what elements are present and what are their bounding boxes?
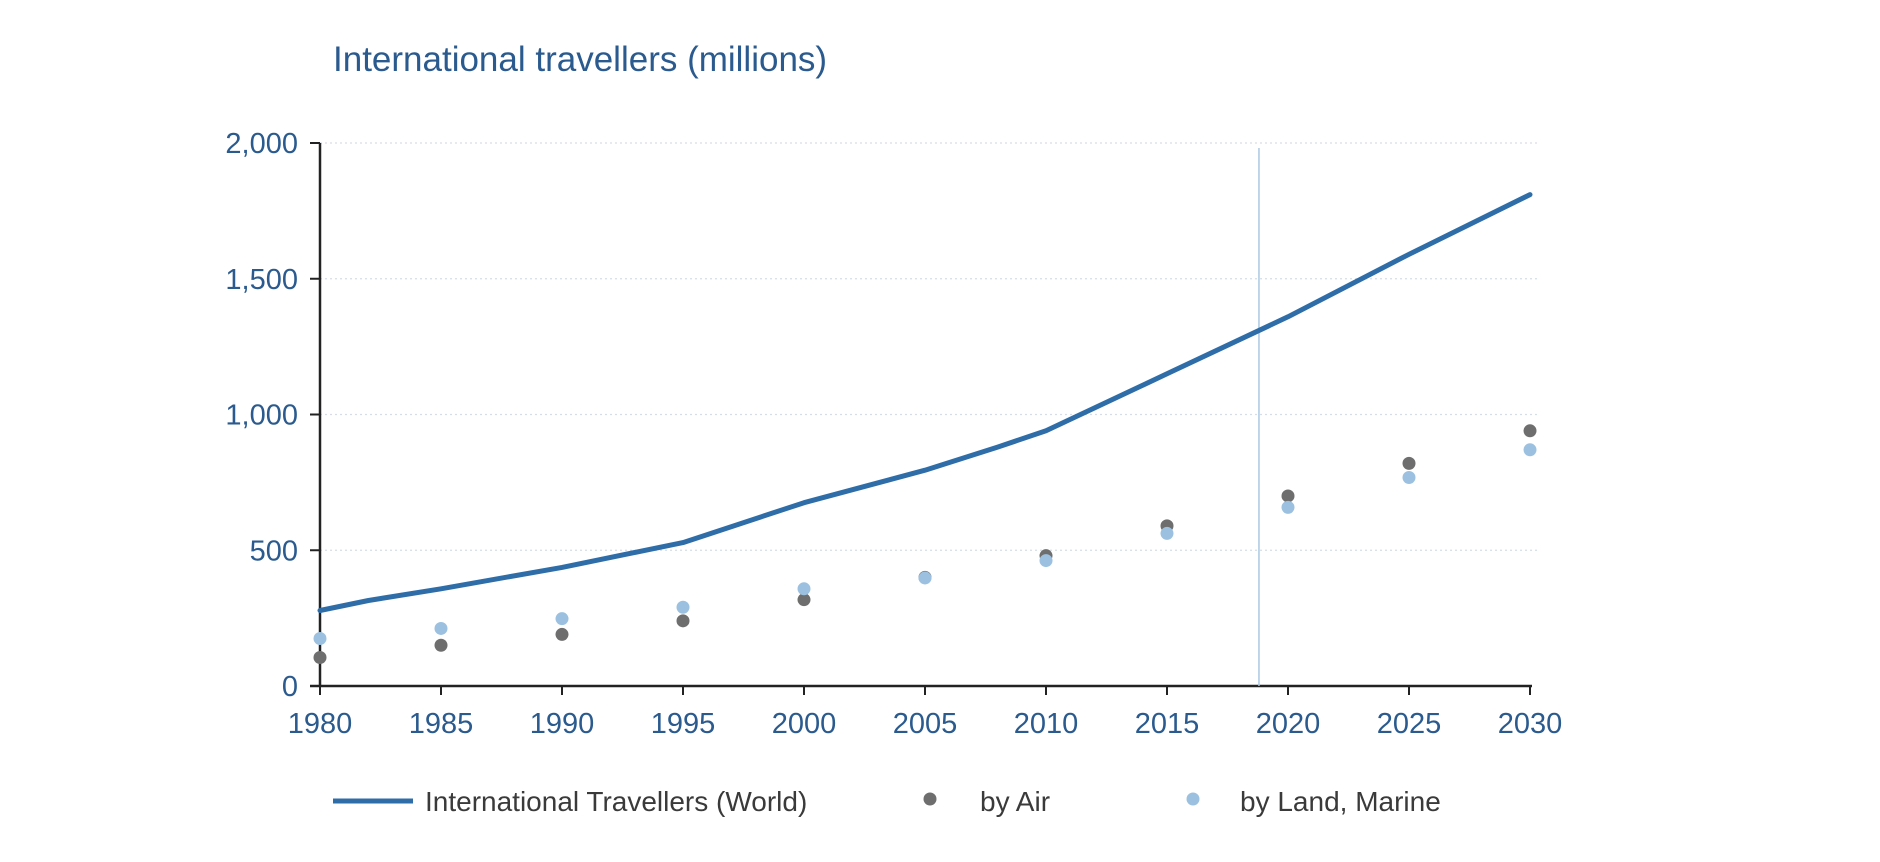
point-land-1995: [676, 600, 690, 614]
point-land-1985: [434, 621, 448, 635]
legend: International Travellers (World) by Air by…: [333, 786, 1441, 817]
series-line-group: [317, 192, 1533, 613]
x-tick-label-7: 2015: [1135, 708, 1200, 740]
point-air-2030: [1523, 424, 1537, 438]
chart-title: International travellers (millions): [333, 40, 828, 79]
point-land-1990: [555, 612, 569, 626]
point-land-2005: [918, 571, 932, 585]
x-tick-label-9: 2025: [1377, 708, 1442, 740]
point-land-1980: [313, 631, 327, 645]
point-land-2025: [1402, 470, 1416, 484]
point-air-1995: [676, 614, 690, 628]
point-air-1990: [555, 627, 569, 641]
point-air-2000: [797, 593, 811, 607]
point-land-2010: [1039, 554, 1053, 568]
point-land-2000: [797, 582, 811, 596]
legend-swatch-air: [923, 792, 937, 806]
x-tick-label-5: 2005: [893, 708, 958, 740]
legend-swatch-land: [1186, 792, 1200, 806]
axes: [310, 142, 1532, 695]
point-air-1985: [434, 638, 448, 652]
point-air-1980: [313, 650, 327, 664]
y-tick-label-2: 1,000: [225, 400, 298, 432]
point-air-2025: [1402, 456, 1416, 470]
x-tick-label-1: 1985: [409, 708, 474, 740]
series-line-world: [317, 192, 1533, 613]
x-tick-label-0: 1980: [288, 708, 353, 740]
x-tick-label-4: 2000: [772, 708, 837, 740]
point-land-2015: [1160, 526, 1174, 540]
y-tick-label-4: 2,000: [225, 128, 298, 160]
tick-labels: 0 500 1,000 1,500 2,000 1980 1985 1990 1995 2000 2…: [225, 128, 1562, 740]
y-tick-label-1: 500: [250, 535, 298, 567]
x-tick-label-10: 2030: [1498, 708, 1563, 740]
legend-label-land: by Land, Marine: [1240, 786, 1441, 817]
point-land-2020: [1281, 500, 1295, 514]
legend-label-air: by Air: [980, 786, 1050, 817]
x-tick-label-8: 2020: [1256, 708, 1321, 740]
x-tick-label-2: 1990: [530, 708, 595, 740]
point-air-2020: [1281, 489, 1295, 503]
point-land-2030: [1523, 443, 1537, 457]
gridlines: [320, 142, 1540, 551]
legend-label-world: International Travellers (World): [425, 786, 807, 817]
x-tick-label-6: 2010: [1014, 708, 1079, 740]
x-tick-label-3: 1995: [651, 708, 716, 740]
y-tick-label-3: 1,500: [225, 264, 298, 296]
series-points-group: [313, 424, 1537, 664]
y-tick-label-0: 0: [282, 671, 298, 703]
